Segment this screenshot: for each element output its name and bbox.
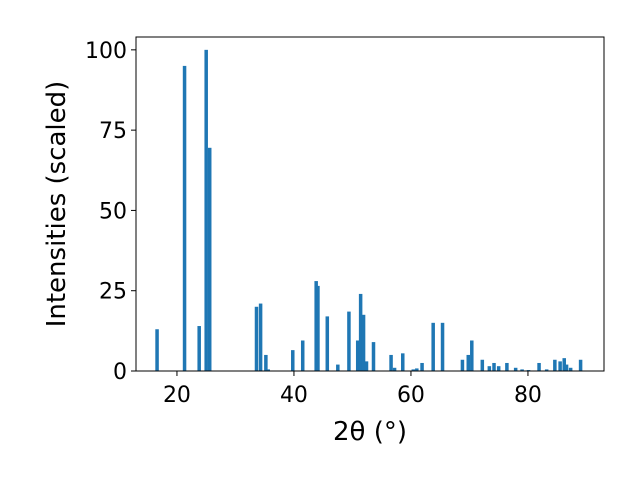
bar [401,353,405,371]
plot-area-frame [135,36,605,372]
bar [325,316,330,371]
bar [537,362,541,371]
bar [411,369,416,371]
bar [578,359,583,371]
y-axis-ticks: 0 25 50 75 100 [85,39,136,385]
bar [487,366,492,371]
x-axis-label: 2θ (°) [333,417,407,447]
x-tick-label: 20 [163,383,191,408]
bar [513,367,518,371]
y-tick-label: 100 [85,39,127,64]
bar [558,361,562,371]
bar [355,340,360,371]
bar [544,369,549,371]
y-tick-label: 25 [99,280,127,305]
bar [266,369,270,371]
bar [480,359,485,371]
y-tick-label: 75 [99,119,127,144]
bar [568,367,573,371]
y-tick-label: 50 [99,199,127,224]
bar [460,359,465,371]
bar [431,322,435,371]
x-axis-ticks: 20 40 60 80 [163,371,542,408]
bar [415,368,419,371]
bar [207,147,212,371]
bar [291,350,295,372]
bar [389,354,393,371]
bar [182,65,187,372]
x-tick-label: 80 [514,383,542,408]
bar [336,364,340,371]
bar [197,326,201,371]
bar [155,329,159,371]
bar [505,362,509,371]
bar [564,364,569,371]
bar [440,322,445,371]
x-tick-label: 60 [397,383,425,408]
bar [347,311,351,371]
y-tick-label: 0 [113,360,127,385]
bar [258,303,263,371]
bar [371,342,376,371]
bar [316,285,320,371]
bar [496,366,501,371]
x-tick-label: 40 [280,383,308,408]
y-axis-label: Intensities (scaled) [42,81,72,328]
bar [466,354,471,371]
bar [254,306,259,371]
bar [392,367,397,371]
bar [204,49,208,371]
bar [562,358,566,371]
bar [314,281,318,371]
bar-series [155,49,583,372]
bar [364,361,369,371]
bar [264,354,268,371]
bar [420,362,424,371]
bar [520,369,524,371]
bar [300,340,305,371]
bar [470,340,474,371]
bar [358,293,363,371]
bar [361,314,366,371]
bar [553,359,557,371]
bar [492,362,496,371]
